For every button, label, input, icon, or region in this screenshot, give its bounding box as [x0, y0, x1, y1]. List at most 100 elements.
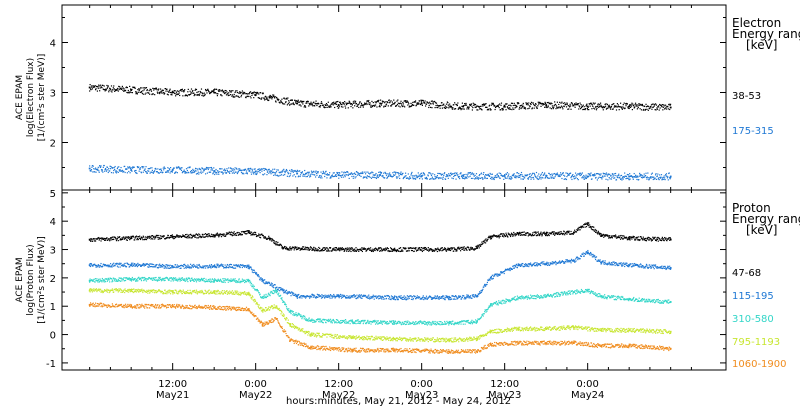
sample-38-53: [609, 107, 611, 109]
sample-38-53: [404, 106, 406, 108]
sample-38-53: [574, 104, 577, 106]
sample-175-315: [616, 175, 618, 177]
sample-175-315: [293, 170, 295, 172]
sample-38-53: [212, 90, 214, 93]
sample-175-315: [632, 178, 634, 180]
sample-47-68: [487, 236, 489, 239]
sample-115-195: [500, 272, 502, 274]
sample-38-53: [201, 94, 203, 97]
sample-175-315: [580, 174, 582, 176]
sample-47-68: [324, 247, 326, 249]
sample-175-315: [598, 176, 600, 178]
sample-38-53: [384, 105, 387, 107]
sample-38-53: [154, 94, 156, 96]
sample-47-68: [128, 236, 130, 239]
sample-47-68: [144, 238, 146, 240]
sample-47-68: [273, 240, 275, 242]
sample-115-195: [397, 298, 399, 301]
sample-175-315: [538, 178, 540, 180]
sample-38-53: [109, 88, 112, 90]
sample-175-315: [366, 177, 368, 179]
sample-175-315: [192, 168, 194, 170]
sample-38-53: [407, 104, 409, 106]
sample-115-195: [227, 264, 229, 266]
sample-47-68: [255, 235, 258, 238]
sample-175-315: [149, 167, 152, 169]
sample-175-315: [409, 176, 411, 178]
sample-38-53: [148, 92, 150, 94]
sample-115-195: [274, 284, 276, 286]
sample-47-68: [148, 237, 150, 239]
sample-175-315: [198, 167, 200, 170]
sample-38-53: [154, 88, 157, 90]
sample-115-195: [371, 297, 373, 299]
sample-38-53: [510, 102, 513, 104]
sample-175-315: [656, 175, 658, 177]
sample-47-68: [217, 235, 219, 237]
sample-47-68: [623, 236, 625, 238]
sample-115-195: [342, 294, 344, 296]
sample-38-53: [632, 103, 634, 105]
sample-115-195: [514, 266, 516, 268]
sample-47-68: [477, 244, 479, 246]
sample-38-53: [562, 108, 564, 110]
sample-175-315: [642, 175, 644, 177]
sample-175-315: [388, 173, 390, 175]
sample-115-195: [198, 263, 200, 266]
sample-47-68: [158, 237, 160, 239]
sample-38-53: [363, 103, 365, 106]
sample-38-53: [90, 85, 93, 87]
sample-38-53: [609, 108, 612, 110]
sample-175-315: [254, 168, 256, 170]
sample-38-53: [189, 93, 192, 95]
sample-175-315: [269, 171, 271, 173]
sample-47-68: [528, 234, 530, 236]
sample-175-315: [622, 176, 624, 178]
sample-38-53: [274, 96, 276, 98]
sample-175-315: [457, 176, 459, 178]
sample-175-315: [94, 167, 97, 169]
sample-38-53: [480, 105, 482, 107]
sample-38-53: [252, 92, 254, 94]
sample-175-315: [434, 175, 436, 178]
sample-38-53: [303, 100, 305, 103]
sample-175-315: [306, 172, 308, 174]
sample-38-53: [235, 95, 238, 97]
sample-175-315: [591, 178, 593, 180]
sample-47-68: [115, 240, 118, 242]
sample-175-315: [196, 172, 198, 175]
sample-38-53: [580, 103, 582, 106]
sample-175-315: [312, 173, 314, 176]
sample-38-53: [302, 103, 304, 105]
sample-38-53: [602, 107, 604, 109]
sample-38-53: [579, 106, 581, 108]
sample-175-315: [245, 172, 247, 174]
sample-47-68: [182, 235, 184, 237]
sample-47-68: [348, 248, 350, 250]
sample-38-53: [174, 90, 176, 92]
sample-38-53: [618, 105, 620, 108]
sample-175-315: [384, 177, 386, 179]
sample-115-195: [107, 264, 109, 266]
sample-115-195: [528, 265, 530, 268]
sample-115-195: [425, 295, 428, 297]
sample-175-315: [269, 170, 271, 172]
sample-38-53: [583, 106, 585, 108]
sample-47-68: [465, 247, 467, 249]
sample-115-195: [224, 266, 226, 269]
sample-175-315: [252, 172, 254, 174]
sample-47-68: [351, 248, 353, 251]
sample-115-195: [344, 296, 347, 299]
sample-47-68: [347, 250, 349, 252]
sample-38-53: [569, 106, 571, 108]
sample-38-53: [227, 94, 229, 97]
sample-175-315: [338, 177, 340, 179]
sample-115-195: [99, 265, 102, 267]
sample-175-315: [546, 175, 548, 177]
sample-38-53: [588, 108, 590, 111]
y-axis-label-line: log(Electron Flux): [26, 58, 36, 137]
sample-175-315: [494, 176, 496, 179]
sample-175-315: [645, 176, 648, 179]
sample-175-315: [451, 177, 453, 179]
sample-47-68: [355, 250, 358, 252]
